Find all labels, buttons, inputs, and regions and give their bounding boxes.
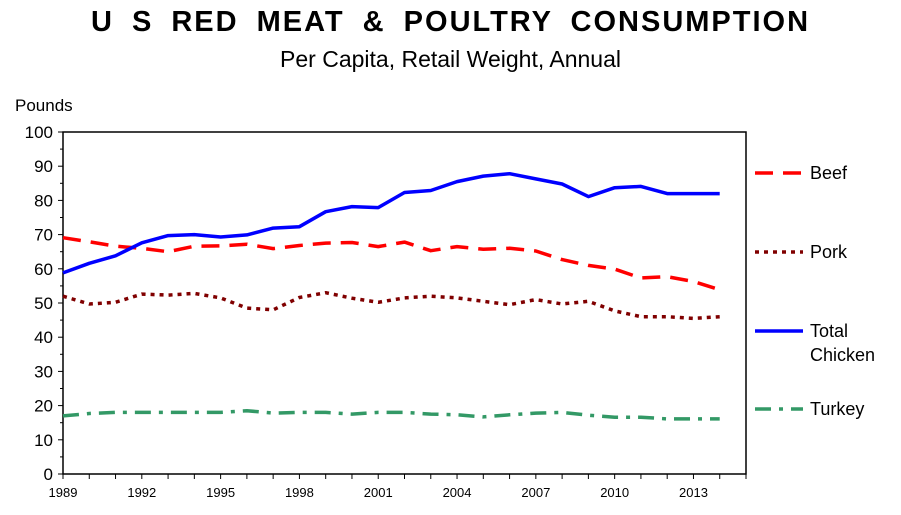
- x-tick-label: 1992: [127, 485, 156, 500]
- series-line-turkey: [62, 408, 720, 421]
- y-tick-label: 30: [34, 362, 53, 381]
- series-line-total-chicken: [62, 171, 720, 275]
- x-tick-label: 2004: [443, 485, 472, 500]
- x-tick-label: 1995: [206, 485, 235, 500]
- y-tick-label: 20: [34, 397, 53, 416]
- legend-label: Total: [810, 321, 848, 341]
- legend: Beef Pork Total Chicken Turkey: [755, 163, 875, 419]
- y-tick-label: 40: [34, 328, 53, 347]
- chart-subtitle: Per Capita, Retail Weight, Annual: [280, 46, 621, 72]
- x-tick-label: 2007: [521, 485, 550, 500]
- x-axis: 1989 1992 1995 1998 2001 2004 2007 2010 2013: [49, 474, 747, 500]
- y-tick-label: 10: [34, 431, 53, 450]
- series-line-beef: [62, 235, 721, 292]
- x-tick-label: 2001: [364, 485, 393, 500]
- y-tick-label: 0: [44, 465, 53, 484]
- legend-label: Chicken: [810, 345, 875, 365]
- legend-label: Pork: [810, 242, 848, 262]
- x-tick-label: 1998: [285, 485, 314, 500]
- y-tick-label: 50: [34, 294, 53, 313]
- plot-area: [62, 131, 747, 475]
- series-lines: [62, 171, 721, 421]
- legend-label: Beef: [810, 163, 848, 183]
- y-axis: 0 10 20 30 40 50 60 70 80 90 100: [25, 123, 63, 484]
- x-tick-label: 2013: [679, 485, 708, 500]
- y-tick-label: 60: [34, 260, 53, 279]
- y-tick-label: 70: [34, 226, 53, 245]
- series-line-pork: [62, 290, 720, 321]
- y-tick-label: 90: [34, 157, 53, 176]
- y-tick-label: 100: [25, 123, 53, 142]
- y-axis-label: Pounds: [15, 96, 73, 115]
- legend-label: Turkey: [810, 399, 864, 419]
- chart-title: U S RED MEAT & POULTRY CONSUMPTION: [90, 6, 811, 38]
- x-tick-label: 2010: [600, 485, 629, 500]
- y-tick-label: 80: [34, 191, 53, 210]
- x-tick-label: 1989: [49, 485, 78, 500]
